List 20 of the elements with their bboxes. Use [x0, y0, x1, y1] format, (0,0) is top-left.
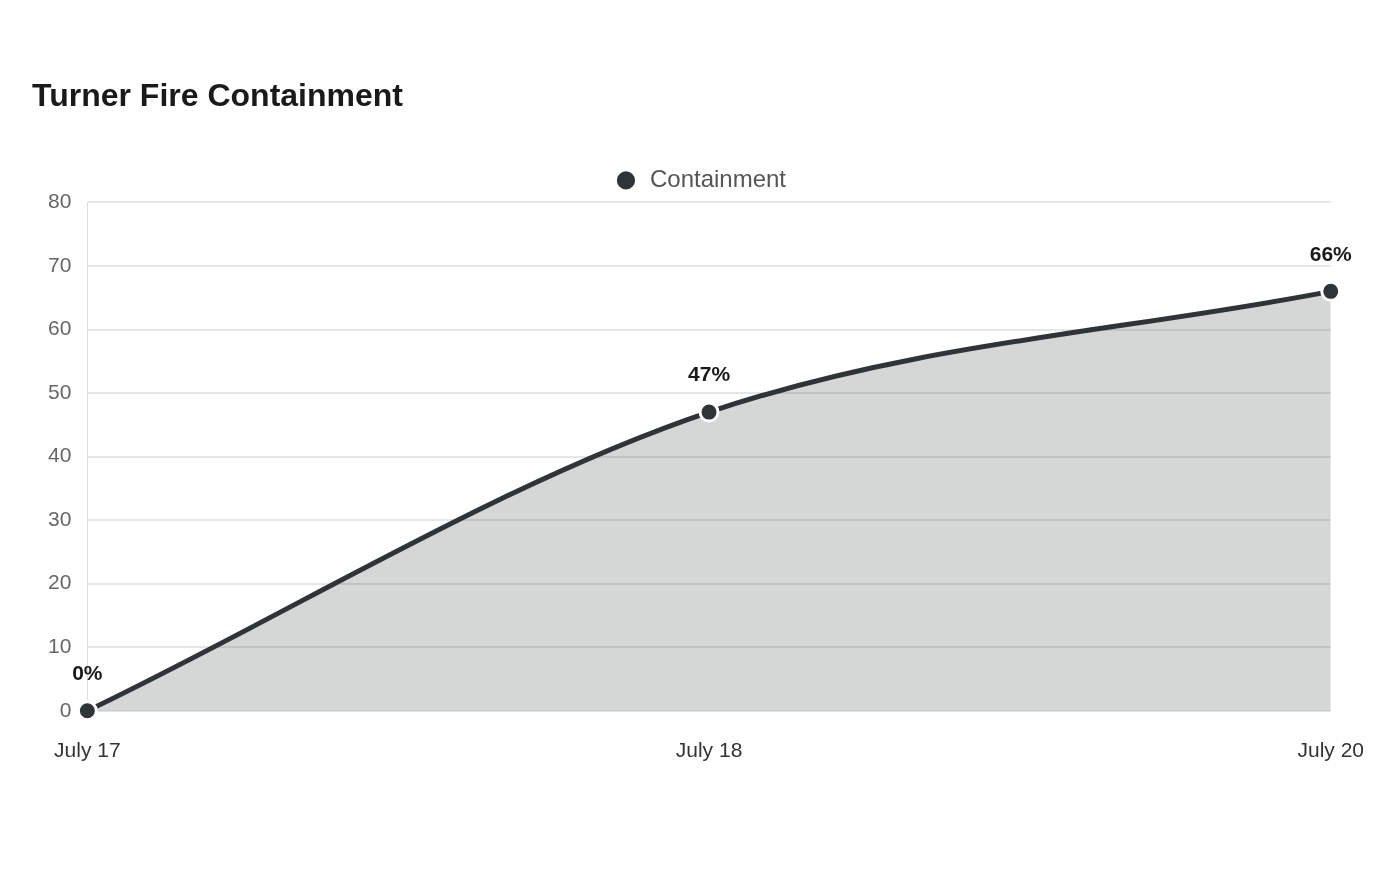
y-tick-label: 20: [48, 570, 72, 594]
x-tick-label: July 17: [54, 738, 121, 762]
y-tick-label: 80: [48, 189, 72, 213]
y-tick-label: 40: [48, 443, 72, 467]
y-tick-label: 0: [59, 697, 72, 721]
point: [76, 700, 98, 722]
y-tick-label: 50: [48, 379, 72, 403]
data-label: 66%: [1309, 241, 1353, 265]
point: [1320, 280, 1342, 302]
point: [698, 401, 720, 423]
x-tick-label: July 20: [1297, 738, 1364, 762]
y-tick-label: 10: [48, 634, 72, 658]
x-tick-label: July 18: [675, 738, 743, 762]
y-tick-label: 30: [48, 506, 72, 530]
data-label: 47%: [688, 362, 731, 386]
chart-title: Turner Fire Containment: [32, 77, 404, 114]
data-label: 0%: [72, 661, 103, 685]
legend-label: Containment: [649, 165, 787, 193]
y-tick-label: 70: [48, 252, 72, 276]
y-tick-label: 60: [48, 316, 72, 340]
